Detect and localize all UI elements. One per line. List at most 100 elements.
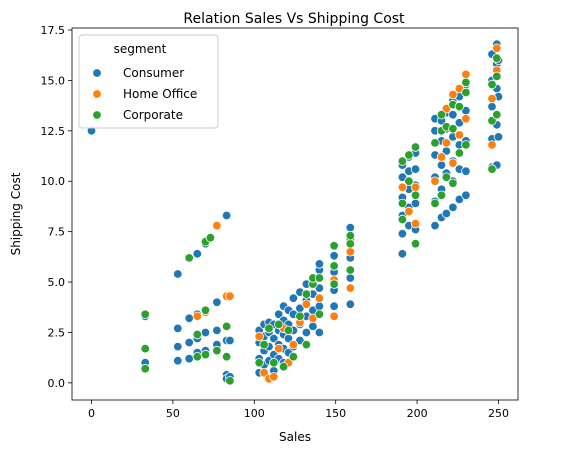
data-point-corporate [140, 343, 150, 354]
data-point-corporate [397, 156, 408, 166]
legend-marker-consumer [92, 68, 102, 78]
data-point-home-office [212, 220, 222, 231]
x-tick-label: 200 [407, 407, 428, 420]
data-point-corporate [397, 214, 408, 225]
data-point-corporate [329, 261, 339, 271]
axis-ticks: 0 50 100 150 200 250 0.0 2.5 5.0 7.5 10.0 12.5 15.0 1… [41, 24, 509, 420]
data-point-corporate [461, 77, 471, 88]
data-point-corporate [430, 138, 440, 148]
data-point-home-office [487, 140, 497, 150]
legend-title: segment [114, 42, 167, 56]
data-point-consumer [269, 333, 279, 344]
data-point-consumer [436, 160, 447, 170]
data-point-corporate [448, 178, 458, 189]
data-point-consumer [487, 101, 497, 112]
data-point-consumer [301, 327, 312, 338]
data-point-corporate [200, 349, 211, 360]
y-tick-label: 17.5 [41, 24, 66, 37]
data-point-consumer [329, 301, 339, 311]
y-tick-label: 0.0 [48, 377, 66, 390]
data-point-consumer [410, 198, 421, 209]
data-point-corporate [269, 358, 279, 368]
data-point-home-office [329, 311, 339, 322]
legend-box [78, 34, 219, 129]
data-point-consumer [184, 337, 194, 348]
data-point-corporate [487, 164, 497, 174]
data-point-corporate [461, 87, 471, 98]
data-point-corporate [492, 53, 502, 63]
data-point-consumer [192, 249, 203, 259]
data-point-home-office [454, 130, 465, 140]
y-tick-label: 5.0 [48, 276, 66, 289]
data-point-consumer [448, 202, 458, 213]
data-point-consumer [329, 251, 339, 261]
data-point-corporate [264, 323, 274, 334]
data-point-consumer [173, 323, 183, 334]
data-point-corporate [200, 305, 211, 316]
data-point-corporate [140, 364, 150, 374]
data-point-home-office [448, 89, 458, 100]
data-point-consumer [173, 341, 183, 352]
x-tick-label: 250 [488, 407, 509, 420]
data-point-corporate [345, 265, 356, 275]
data-point-consumer [461, 190, 471, 201]
data-point-corporate [192, 352, 203, 362]
data-point-home-office [430, 176, 440, 186]
data-point-home-office [487, 93, 497, 104]
data-point-corporate [436, 190, 447, 201]
legend-marker-corporate [92, 110, 102, 120]
data-point-consumer [448, 109, 458, 120]
data-point-corporate [295, 311, 305, 322]
data-point-corporate [345, 238, 356, 249]
data-point-corporate [345, 230, 356, 241]
data-point-corporate [301, 289, 312, 299]
data-point-consumer [397, 249, 408, 259]
y-axis-label: Shipping Cost [9, 172, 23, 255]
data-point-consumer [184, 354, 194, 364]
data-point-consumer [173, 356, 183, 366]
data-point-corporate [436, 109, 447, 120]
data-point-corporate [301, 339, 312, 350]
data-point-consumer [461, 166, 471, 176]
data-point-corporate [410, 238, 421, 249]
data-point-consumer [200, 327, 211, 338]
data-point-consumer [288, 293, 299, 303]
x-tick-label: 100 [244, 407, 265, 420]
data-point-corporate [397, 198, 408, 209]
data-point-home-office [461, 113, 471, 124]
data-point-home-office [225, 291, 235, 301]
data-point-home-office [259, 368, 269, 378]
y-tick-label: 15.0 [41, 74, 66, 87]
data-point-corporate [492, 71, 502, 82]
data-point-home-office [269, 372, 279, 382]
legend-marker-home-office [92, 89, 102, 99]
data-point-consumer [493, 132, 504, 142]
data-point-consumer [173, 269, 183, 279]
data-point-consumer [184, 313, 194, 324]
data-point-home-office [410, 218, 421, 229]
legend-label-home-office: Home Office [123, 87, 197, 101]
data-point-home-office [410, 182, 421, 193]
data-point-corporate [314, 309, 325, 320]
data-point-consumer [314, 301, 325, 311]
data-point-corporate [441, 172, 452, 182]
data-point-corporate [212, 345, 222, 356]
data-point-corporate [274, 319, 284, 330]
data-point-corporate [288, 352, 299, 362]
data-point-corporate [454, 148, 465, 158]
data-point-home-office [492, 43, 502, 53]
y-tick-label: 7.5 [48, 226, 66, 239]
data-point-corporate [221, 321, 232, 332]
y-tick-label: 12.5 [41, 125, 66, 138]
data-point-home-office [461, 69, 471, 80]
data-point-corporate [404, 176, 414, 186]
data-point-corporate [461, 140, 471, 150]
data-point-consumer [314, 259, 325, 269]
data-point-home-office [345, 247, 356, 257]
x-tick-label: 50 [166, 407, 180, 420]
data-point-corporate [430, 198, 440, 209]
data-point-corporate [283, 325, 294, 336]
data-point-home-office [436, 152, 447, 162]
data-point-consumer [212, 297, 222, 307]
data-point-home-office [441, 138, 452, 148]
